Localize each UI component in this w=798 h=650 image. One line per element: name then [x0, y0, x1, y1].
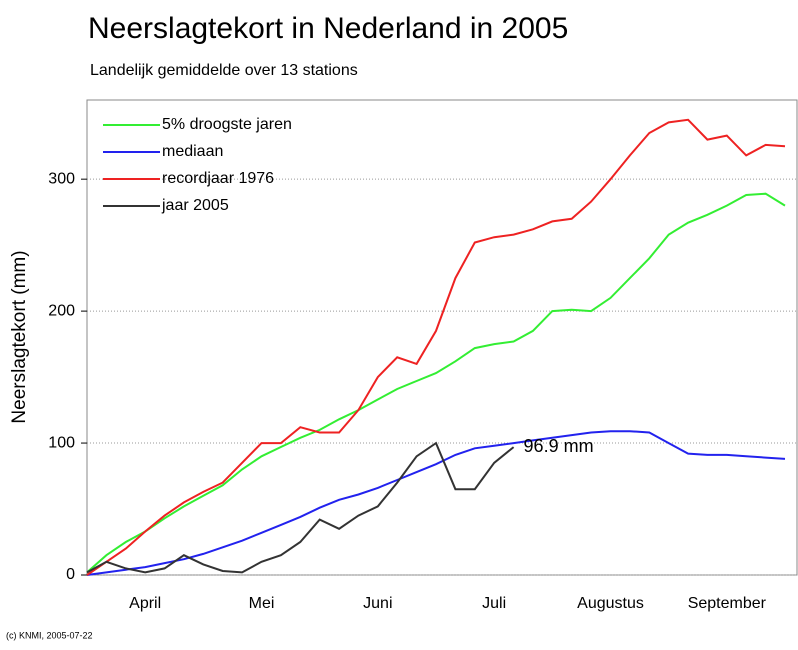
- legend-label: recordjaar 1976: [162, 170, 274, 187]
- chart-subtitle: Landelijk gemiddelde over 13 stations: [90, 62, 358, 79]
- x-tick-label: Augustus: [577, 595, 644, 612]
- series-line: [86, 441, 515, 574]
- x-tick-label: September: [688, 595, 767, 612]
- y-tick-label: 0: [66, 566, 75, 583]
- y-tick-label: 300: [48, 170, 75, 187]
- x-tick-label: April: [129, 595, 161, 612]
- plot-frame: [86, 99, 798, 576]
- legend-label: jaar 2005: [161, 197, 229, 214]
- series-line: [86, 430, 786, 576]
- y-axis-label: Neerslagtekort (mm): [9, 250, 30, 423]
- y-tick-label: 200: [48, 302, 75, 319]
- chart-title: Neerslagtekort in Nederland in 2005: [88, 12, 568, 45]
- series-line: [86, 192, 786, 574]
- legend-label: 5% droogste jaren: [162, 116, 292, 133]
- x-tick-label: Juni: [363, 595, 392, 612]
- x-tick-label: Juli: [482, 595, 506, 612]
- y-tick-label: 100: [48, 434, 75, 451]
- credit: (c) KNMI, 2005-07-22: [6, 630, 93, 640]
- annotation: 96.9 mm: [524, 436, 594, 456]
- legend-label: mediaan: [162, 143, 223, 160]
- series-line: [86, 118, 786, 576]
- x-tick-label: Mei: [249, 595, 275, 612]
